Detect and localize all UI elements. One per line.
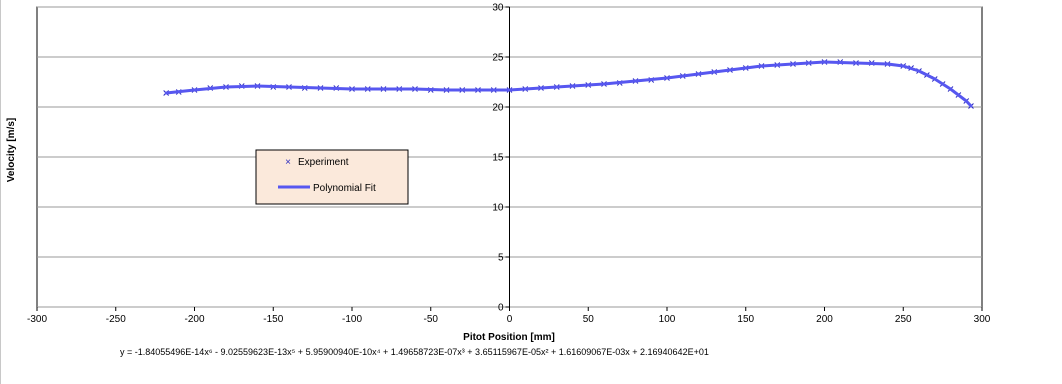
x-tick-label-11: 250 — [895, 314, 912, 325]
legend-label-experiment: Experiment — [298, 157, 349, 168]
y-tick-label-2: 10 — [492, 203, 504, 214]
legend: × Experiment Polynomial Fit — [255, 149, 409, 205]
x-tick-label-2: -200 — [184, 314, 204, 325]
y-tick-label-5: 25 — [492, 53, 504, 64]
x-tick-label-7: 50 — [583, 314, 595, 325]
x-tick-label-1: -250 — [106, 314, 126, 325]
legend-marker-experiment: × — [285, 157, 291, 168]
y-tick-label-3: 15 — [492, 153, 504, 164]
x-axis-title: Pitot Position [mm] — [463, 332, 555, 343]
y-tick-label-0: 0 — [498, 303, 504, 314]
polynomial-fit-line — [164, 60, 973, 108]
trendline-equation: y = -1.84055496E-14x⁶ - 9.02559623E-13x⁵… — [120, 347, 709, 357]
x-tick-label-9: 150 — [737, 314, 754, 325]
x-tick-label-8: 100 — [659, 314, 676, 325]
y-tick-label-6: 30 — [492, 3, 504, 14]
x-tick-label-12: 300 — [974, 314, 991, 325]
legend-label-fit: Polynomial Fit — [313, 183, 376, 194]
x-tick-label-3: -150 — [263, 314, 283, 325]
x-tick-label-0: -300 — [27, 314, 47, 325]
x-tick-label-6: 0 — [507, 314, 513, 325]
y-axis-title: Velocity [m/s] — [6, 118, 17, 182]
x-tick-label-5: -50 — [424, 314, 439, 325]
y-tick-label-4: 20 — [492, 103, 504, 114]
tick-labels: -300 -250 -200 -150 -100 -50 0 50 100 150 200 250 30… — [27, 3, 991, 326]
y-tick-label-1: 5 — [498, 253, 504, 264]
legend-box — [255, 149, 409, 205]
x-tick-label-4: -100 — [342, 314, 362, 325]
x-tick-label-10: 200 — [816, 314, 833, 325]
polynomial-fit-series — [164, 60, 973, 108]
